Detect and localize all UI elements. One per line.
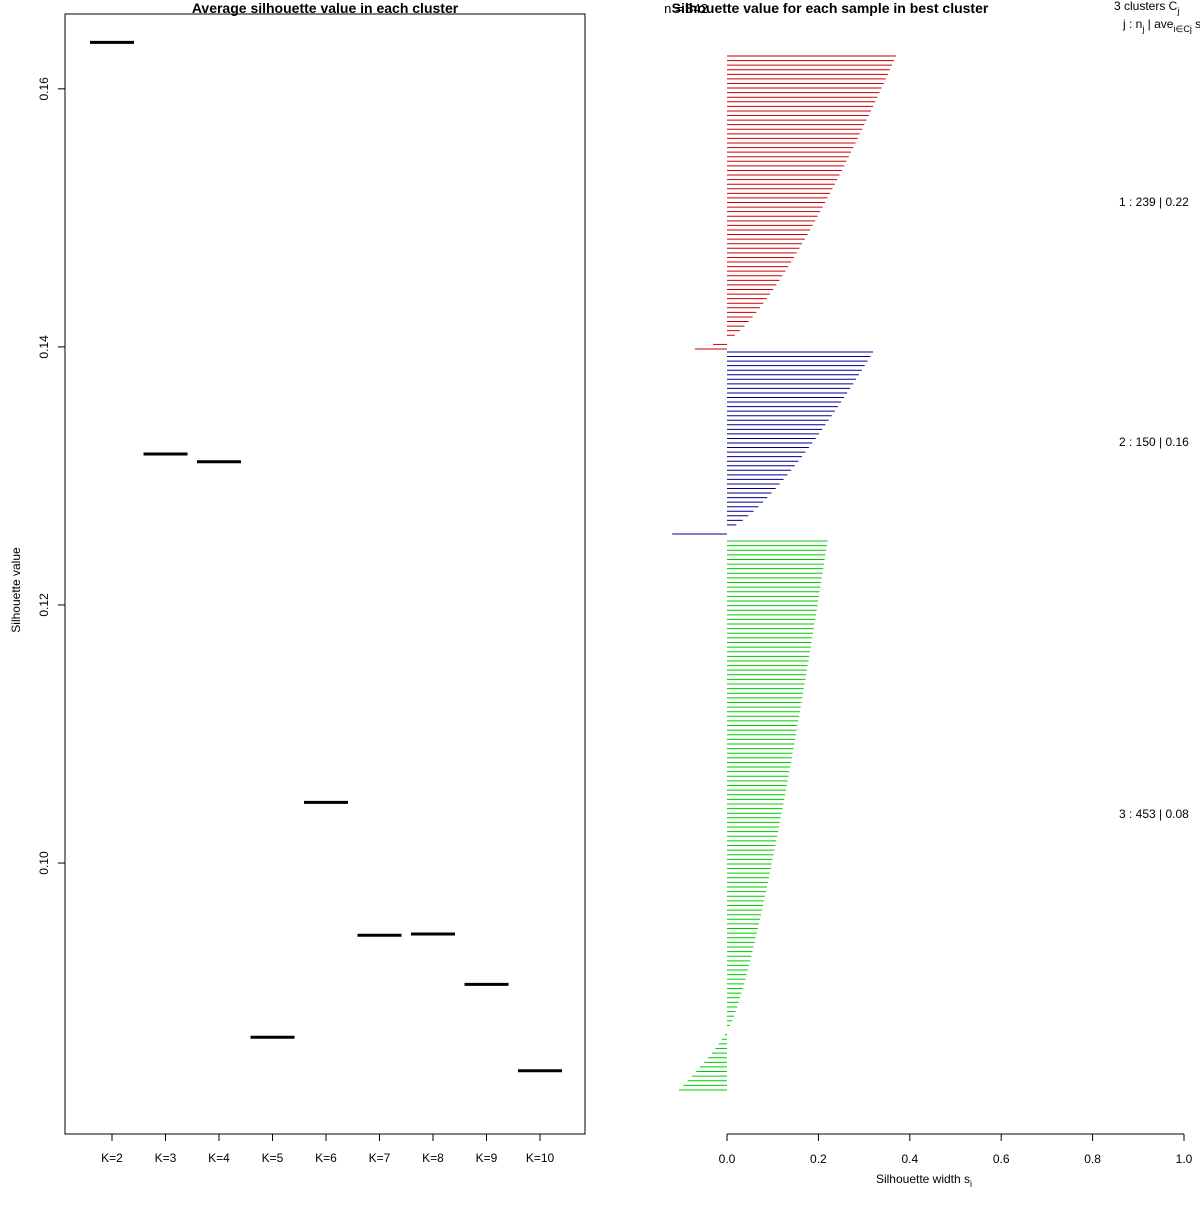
sample-count-overlay: n = 842: [664, 1, 708, 16]
left-x-tick-label: K=2: [101, 1151, 123, 1165]
cluster-1-label: 1 : 239 | 0.22: [1119, 195, 1189, 209]
legend-header-nj-sub: j: [1141, 24, 1144, 34]
left-x-tick-label: K=10: [526, 1151, 555, 1165]
right-chart-title: Silhouette value for each sample in best…: [672, 0, 989, 16]
legend-header-nj: j : n: [1122, 17, 1142, 31]
legend-header-line2: j : nj | avei∈Cj s: [1122, 17, 1200, 34]
right-x-axis-label-sub: i: [970, 1179, 972, 1189]
left-x-tick-label: K=9: [476, 1151, 498, 1165]
left-x-tick-label: K=4: [208, 1151, 230, 1165]
left-y-tick-label: 0.14: [37, 335, 51, 359]
right-x-tick-label: 0.2: [810, 1152, 827, 1166]
left-plot-frame: [64, 13, 586, 1135]
legend-header-clusters: 3 clusters C: [1114, 0, 1178, 13]
legend-header-sub-j: j: [1176, 6, 1179, 16]
left-x-tick-label: K=5: [262, 1151, 284, 1165]
left-x-tick-label: K=8: [422, 1151, 444, 1165]
left-y-tick-label: 0.12: [37, 593, 51, 617]
right-x-axis: 0.0 0.2 0.4 0.6 0.8 1.0: [719, 1133, 1193, 1166]
left-y-tick-label: 0.10: [37, 851, 51, 875]
left-x-tick-label: K=7: [369, 1151, 391, 1165]
left-chart-title: Average silhouette value in each cluster: [192, 0, 459, 16]
right-x-tick-label: 1.0: [1176, 1152, 1193, 1166]
legend-header-ave-sub: i∈Cj: [1173, 24, 1191, 34]
right-x-axis-label-main: Silhouette width s: [876, 1172, 970, 1186]
right-x-tick-label: 0.4: [901, 1152, 918, 1166]
silhouette-bars: [672, 55, 897, 1091]
left-panel: Average silhouette value in each cluster…: [9, 0, 586, 1165]
left-x-axis: K=2 K=3 K=4 K=5 K=6 K=7 K=8 K=9 K=10: [101, 1133, 555, 1165]
left-series-marks: [90, 40, 562, 1073]
legend-header-ave: | ave: [1144, 17, 1173, 31]
right-x-tick-label: 0.6: [993, 1152, 1010, 1166]
left-y-axis: 0.10 0.12 0.14 0.16: [37, 77, 65, 875]
right-x-tick-label: 0.8: [1084, 1152, 1101, 1166]
left-y-axis-label: Silhouette value: [9, 547, 23, 633]
left-x-tick-label: K=3: [155, 1151, 177, 1165]
cluster-legend: 3 clusters Cj j : nj | avei∈Cj s 1 : 239…: [1114, 0, 1200, 821]
right-x-tick-label: 0.0: [719, 1152, 736, 1166]
left-x-tick-label: K=6: [315, 1151, 337, 1165]
cluster-2-label: 2 : 150 | 0.16: [1119, 435, 1189, 449]
legend-header-s: s: [1192, 17, 1200, 31]
right-x-axis-label: Silhouette width si: [876, 1172, 972, 1189]
left-y-tick-label: 0.16: [37, 77, 51, 101]
right-panel: Silhouette value for each sample in best…: [664, 0, 1200, 1189]
cluster-3-label: 3 : 453 | 0.08: [1119, 807, 1189, 821]
legend-header-line1: 3 clusters Cj: [1114, 0, 1179, 16]
